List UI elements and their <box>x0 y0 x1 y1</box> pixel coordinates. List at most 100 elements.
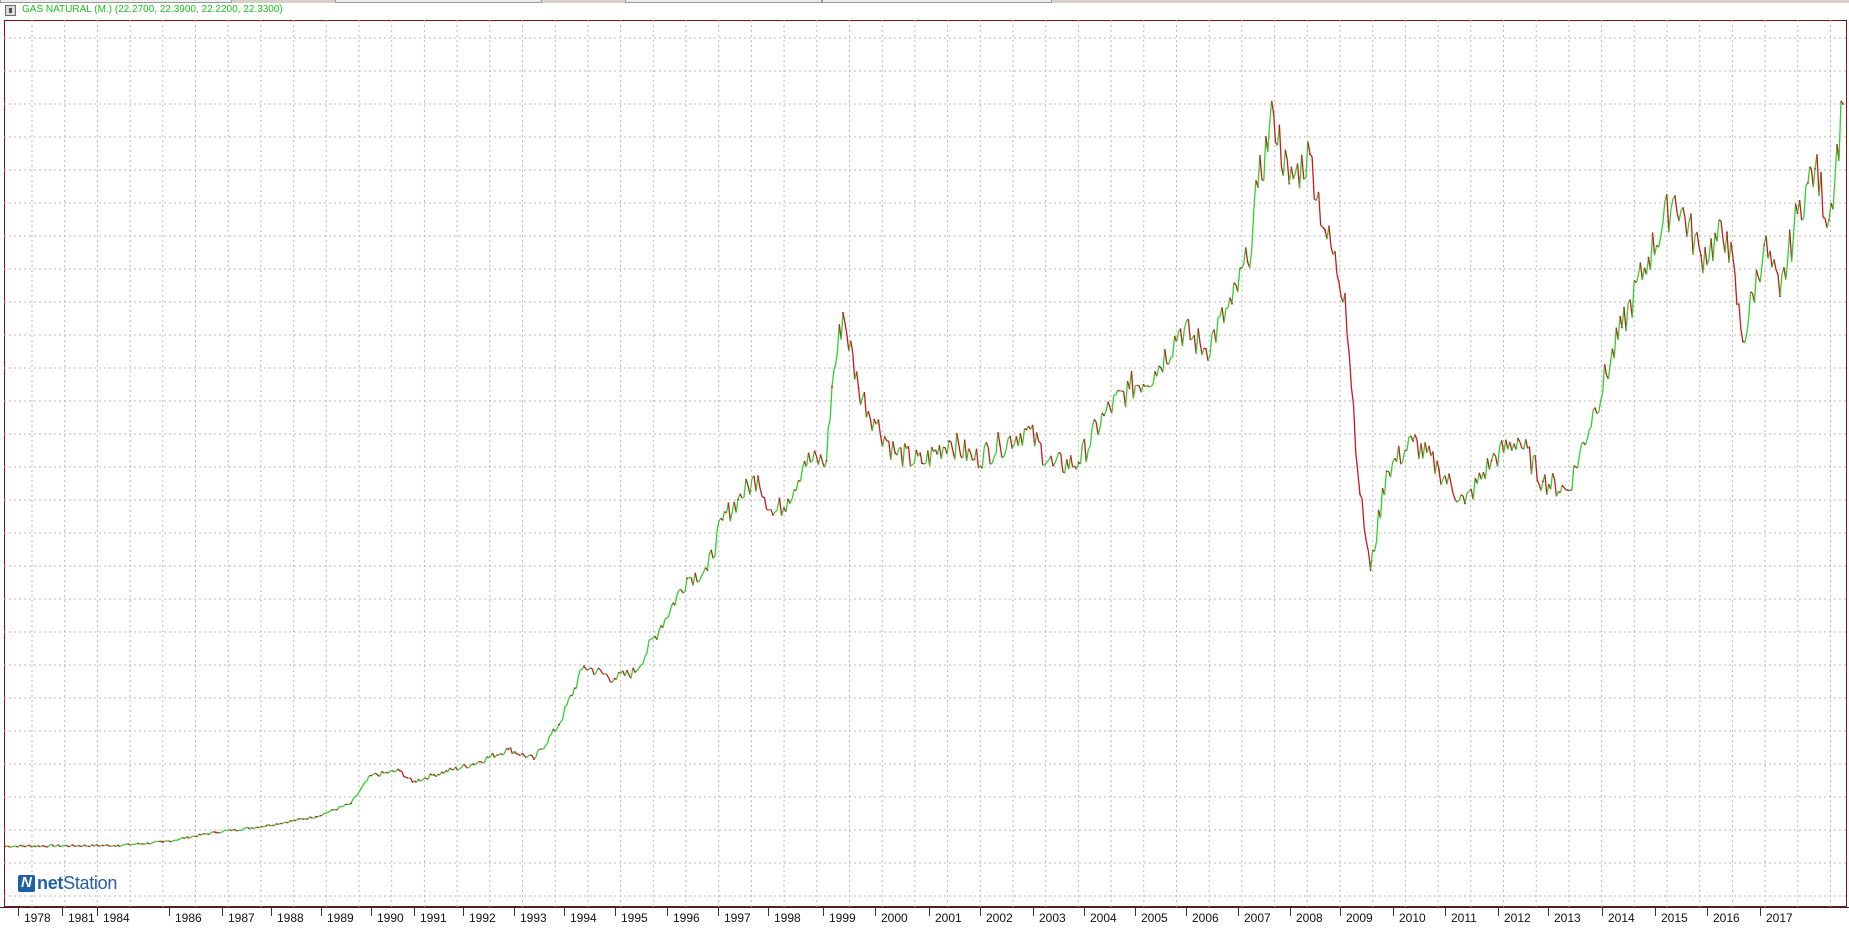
price-segment-up <box>436 774 438 776</box>
price-segment-down <box>815 451 817 457</box>
price-segment-down <box>102 845 104 846</box>
price-segment-up <box>26 845 28 846</box>
x-tick-label: 2012 <box>1504 911 1531 925</box>
price-segment-down <box>1425 442 1427 452</box>
price-segment-up <box>1693 236 1695 255</box>
price-segment-up <box>1551 473 1553 489</box>
data-point <box>1594 407 1596 409</box>
price-segment-up <box>1171 357 1173 358</box>
price-segment-up <box>693 573 695 586</box>
x-tick <box>1393 908 1394 916</box>
price-segment-up <box>1587 430 1589 440</box>
price-segment-down <box>1362 499 1364 528</box>
data-point <box>1742 341 1744 343</box>
x-tick-label: 1997 <box>724 911 751 925</box>
price-segment-down <box>1345 294 1347 335</box>
price-segment-up <box>179 838 181 839</box>
price-segment-up <box>422 778 424 780</box>
price-segment-down <box>20 845 22 846</box>
price-segment-up <box>703 568 705 574</box>
data-point <box>533 758 535 760</box>
price-segment-up <box>1126 381 1128 407</box>
price-segment-down <box>857 371 859 388</box>
price-segment-down <box>1683 207 1685 218</box>
price-segment-up <box>891 441 893 460</box>
price-segment-up <box>197 834 199 837</box>
price-segment-up <box>60 846 62 847</box>
price-segment-up <box>1133 386 1135 399</box>
price-segment-down <box>1274 113 1276 143</box>
price-segment-up <box>209 832 211 834</box>
price-segment-up <box>1151 384 1153 386</box>
price-segment-up <box>1065 459 1067 473</box>
price-segment-up <box>1473 478 1475 500</box>
x-tick <box>1707 908 1708 916</box>
data-point <box>1438 469 1440 471</box>
price-segment-up <box>941 447 943 459</box>
price-segment-up <box>546 743 548 745</box>
price-segment-down <box>1206 349 1208 361</box>
data-point <box>433 774 435 776</box>
price-segment-up <box>1618 316 1620 340</box>
price-segment-up <box>1636 276 1638 283</box>
data-point <box>1621 327 1623 329</box>
price-segment-down <box>1675 196 1677 212</box>
price-segment-up <box>786 499 788 512</box>
price-segment-down <box>276 824 278 825</box>
price-segment-down <box>1553 473 1555 479</box>
price-segment-up <box>244 828 246 829</box>
price-segment-up <box>361 785 363 788</box>
price-segment-up <box>1669 209 1671 232</box>
price-segment-up <box>1603 364 1605 393</box>
price-segment-down <box>1735 274 1737 305</box>
price-segment-down <box>392 771 394 772</box>
price-segment-up <box>270 825 272 826</box>
data-point <box>660 625 662 627</box>
x-tick <box>667 908 668 916</box>
price-segment-up <box>1707 258 1709 265</box>
x-tick-label: 2007 <box>1244 911 1271 925</box>
chart-window-icon[interactable] <box>5 5 16 16</box>
price-segment-down <box>257 827 259 828</box>
price-segment-down <box>1331 247 1333 255</box>
price-segment-down <box>986 442 988 447</box>
price-segment-down <box>602 673 604 674</box>
price-segment-up <box>1717 220 1719 242</box>
price-segment-down <box>1041 443 1043 465</box>
price-segment-up <box>1713 233 1715 261</box>
price-segment-down <box>1461 495 1463 496</box>
price-segment-up <box>819 454 821 465</box>
price-segment-down <box>402 771 404 777</box>
price-segment-up <box>388 771 390 773</box>
price-segment-up <box>1547 484 1549 495</box>
price-segment-up <box>1492 453 1494 460</box>
price-segment-down <box>1727 232 1729 263</box>
data-point <box>737 499 739 501</box>
data-point <box>974 458 976 460</box>
price-segment-up <box>1498 446 1500 467</box>
data-point <box>858 388 860 390</box>
price-segment-up <box>469 765 471 768</box>
price-segment-up <box>1169 358 1171 365</box>
price-segment-down <box>248 827 250 828</box>
x-tick-label: 1978 <box>24 911 51 925</box>
data-point <box>162 841 164 843</box>
price-segment-down <box>1437 461 1439 470</box>
price-segment-up <box>1385 471 1387 495</box>
price-segment-up <box>792 490 794 499</box>
data-point <box>370 775 372 777</box>
price-segment-up <box>1391 462 1393 477</box>
price-chart[interactable] <box>4 20 1847 907</box>
price-segment-up <box>1157 366 1159 377</box>
x-tick-label: 2016 <box>1713 911 1740 925</box>
price-segment-up <box>982 447 984 469</box>
price-segment-up <box>665 618 667 619</box>
x-tick <box>18 908 19 916</box>
price-segment-up <box>677 590 679 595</box>
price-segment-up <box>1762 245 1764 264</box>
price-segment-down <box>728 502 730 521</box>
price-segment-down <box>1108 402 1110 408</box>
price-segment-up <box>683 591 685 593</box>
price-segment-up <box>643 656 645 664</box>
series-price <box>4 101 1844 847</box>
